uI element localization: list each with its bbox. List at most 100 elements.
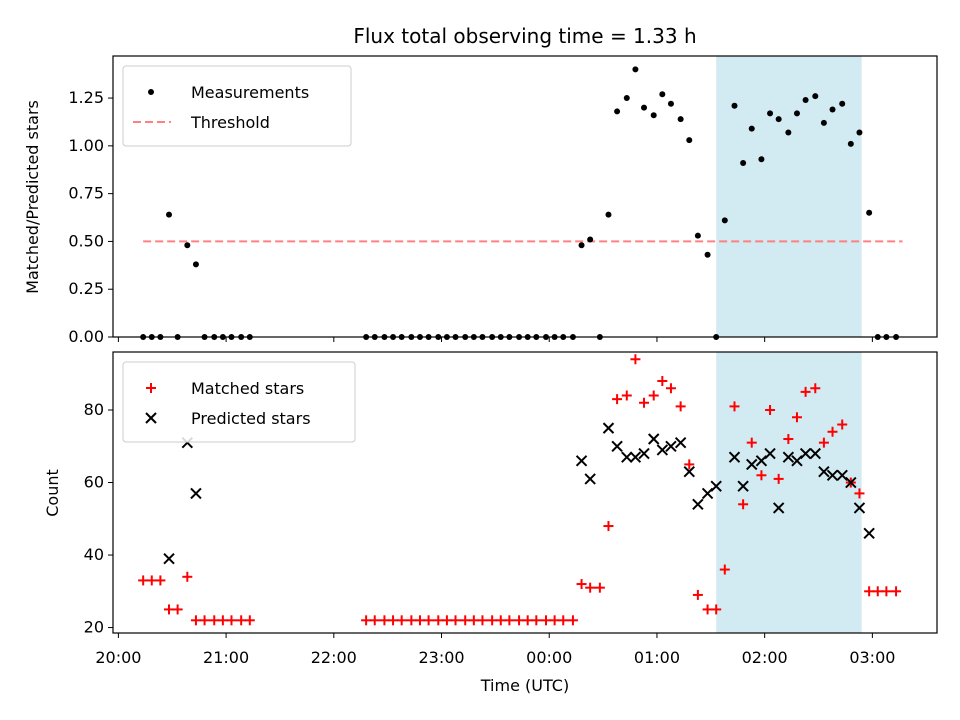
point-measurements bbox=[758, 156, 765, 163]
point-matched-stars bbox=[630, 354, 641, 365]
y-tick-label: 0.25 bbox=[68, 279, 104, 298]
point-matched-stars bbox=[433, 615, 444, 626]
point-matched-stars bbox=[675, 401, 686, 412]
point-matched-stars bbox=[864, 586, 875, 597]
point-matched-stars bbox=[702, 604, 713, 615]
point-predicted-stars bbox=[809, 447, 821, 460]
point-matched-stars bbox=[414, 615, 425, 626]
legend-label: Matched stars bbox=[191, 379, 304, 398]
point-matched-stars bbox=[810, 383, 821, 394]
point-matched-stars bbox=[388, 615, 399, 626]
point-matched-stars bbox=[692, 589, 703, 600]
point-measurements bbox=[802, 96, 809, 103]
top-y-axis-label: Matched/Predicted stars bbox=[23, 100, 42, 294]
point-measurements bbox=[605, 211, 612, 218]
point-predicted-stars bbox=[728, 451, 741, 463]
x-tick-label: 20:00 bbox=[95, 648, 141, 667]
point-predicted-stars bbox=[638, 447, 650, 460]
point-predicted-stars bbox=[575, 455, 588, 467]
shaded-region bbox=[716, 56, 862, 337]
bottom-y-axis-label: Count bbox=[43, 469, 62, 517]
point-predicted-stars bbox=[621, 451, 633, 463]
point-predicted-stars bbox=[683, 465, 695, 478]
point-matched-stars bbox=[531, 615, 542, 626]
point-measurements bbox=[704, 251, 711, 258]
x-tick-label: 02:00 bbox=[742, 648, 788, 667]
point-matched-stars bbox=[558, 615, 569, 626]
legend-box bbox=[122, 361, 356, 443]
point-matched-stars bbox=[576, 579, 587, 590]
axes-frame bbox=[112, 351, 938, 634]
bottom-panel: 20 40 60 80 20:00 21:00 22:00 23:00 00:00 01:00 02… bbox=[84, 351, 938, 667]
point-matched-stars bbox=[468, 615, 479, 626]
legend-marker bbox=[148, 89, 154, 95]
point-matched-stars bbox=[791, 412, 802, 423]
point-matched-stars bbox=[182, 571, 193, 582]
point-matched-stars bbox=[244, 615, 255, 626]
point-matched-stars bbox=[657, 376, 668, 387]
point-measurements bbox=[686, 137, 693, 144]
point-matched-stars bbox=[477, 615, 488, 626]
point-matched-stars bbox=[460, 615, 471, 626]
point-matched-stars bbox=[217, 615, 228, 626]
point-measurements bbox=[785, 129, 792, 136]
y-tick-label: 60 bbox=[84, 473, 104, 492]
point-measurements bbox=[650, 112, 657, 119]
point-predicted-stars bbox=[853, 502, 866, 514]
point-predicted-stars bbox=[584, 473, 596, 485]
point-measurements bbox=[866, 209, 873, 216]
point-measurements bbox=[812, 93, 819, 100]
point-matched-stars bbox=[236, 615, 247, 626]
point-measurements bbox=[667, 100, 674, 107]
point-matched-stars bbox=[155, 575, 166, 586]
point-matched-stars bbox=[138, 575, 149, 586]
point-measurements bbox=[775, 116, 782, 123]
point-matched-stars bbox=[872, 586, 883, 597]
point-matched-stars bbox=[396, 615, 407, 626]
point-measurements bbox=[623, 95, 630, 102]
point-matched-stars bbox=[837, 419, 848, 430]
y-tick-label: 80 bbox=[84, 400, 104, 419]
y-tick-label: 1.00 bbox=[68, 136, 104, 155]
point-matched-stars bbox=[441, 615, 452, 626]
point-measurements bbox=[820, 119, 827, 126]
point-measurements bbox=[677, 116, 684, 123]
point-measurements bbox=[614, 108, 621, 115]
point-matched-stars bbox=[881, 586, 892, 597]
y-tick-label: 40 bbox=[84, 545, 104, 564]
point-matched-stars bbox=[891, 586, 902, 597]
point-matched-stars bbox=[406, 615, 417, 626]
point-predicted-stars bbox=[799, 447, 812, 460]
axes-frame bbox=[112, 55, 938, 338]
point-matched-stars bbox=[827, 426, 838, 437]
point-matched-stars bbox=[522, 615, 533, 626]
point-matched-stars bbox=[423, 615, 434, 626]
top-panel: 0.00 0.25 0.50 0.75 1.00 1.25 Measurements Thre… bbox=[68, 55, 938, 346]
point-predicted-stars bbox=[845, 476, 857, 489]
point-measurements bbox=[748, 125, 755, 132]
point-matched-stars bbox=[361, 615, 372, 626]
point-measurements bbox=[632, 66, 639, 73]
point-matched-stars bbox=[665, 383, 676, 394]
point-measurements bbox=[731, 102, 738, 109]
point-matched-stars bbox=[199, 615, 210, 626]
point-measurements bbox=[184, 242, 191, 249]
point-measurements bbox=[587, 236, 594, 243]
legend-label: Threshold bbox=[190, 113, 270, 132]
point-measurements bbox=[793, 110, 800, 117]
legend: Matched stars Predicted stars bbox=[122, 361, 356, 443]
point-matched-stars bbox=[514, 615, 525, 626]
point-measurements bbox=[829, 106, 836, 113]
point-matched-stars bbox=[738, 499, 749, 510]
point-matched-stars bbox=[800, 386, 811, 397]
point-matched-stars bbox=[549, 615, 560, 626]
point-matched-stars bbox=[684, 459, 695, 470]
x-tick-label: 00:00 bbox=[526, 648, 572, 667]
x-axis-label: Time (UTC) bbox=[480, 676, 569, 695]
x-tick-label: 03:00 bbox=[849, 648, 895, 667]
x-tick-label: 22:00 bbox=[311, 648, 357, 667]
point-predicted-stars bbox=[629, 451, 642, 463]
point-predicted-stars bbox=[772, 502, 785, 514]
point-predicted-stars bbox=[710, 480, 722, 492]
